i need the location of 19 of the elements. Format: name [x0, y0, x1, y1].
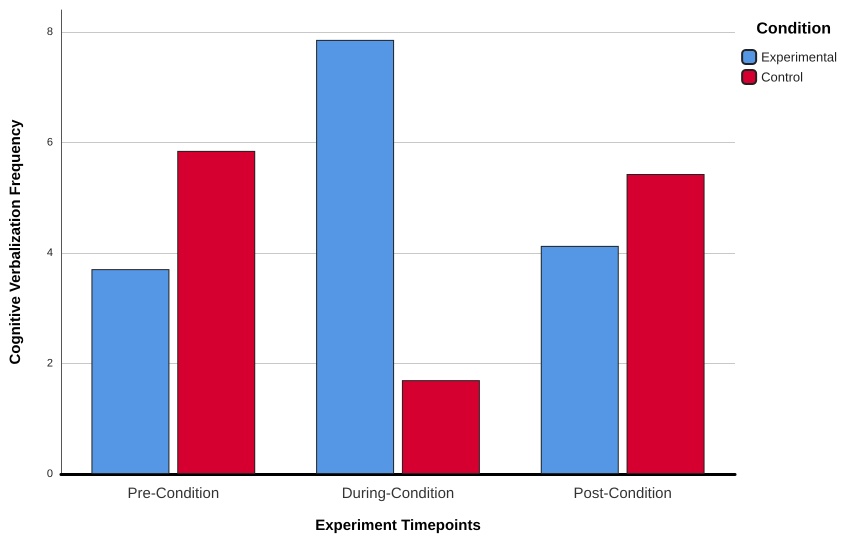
- y-tick-label: 2: [46, 358, 53, 370]
- y-tick-label: 6: [46, 136, 53, 149]
- bar: [177, 150, 256, 474]
- x-tick-label: Pre-Condition: [127, 485, 220, 502]
- bar: [626, 174, 705, 474]
- bar: [540, 246, 619, 474]
- legend-label: Experimental: [761, 50, 838, 64]
- x-tick-label: Post-Condition: [573, 485, 672, 502]
- y-tick-label: 0: [46, 468, 53, 480]
- bar: [316, 40, 394, 474]
- legend-title: Condition: [756, 20, 831, 38]
- legend-label: Control: [761, 70, 804, 84]
- x-tick-label: During-Condition: [342, 485, 454, 502]
- bar: [402, 380, 480, 474]
- y-tick-label: 8: [46, 26, 53, 38]
- bar: [91, 269, 170, 474]
- y-axis-title: Cognitive Verbalization Frequency: [7, 118, 24, 365]
- y-tick-label: 4: [46, 247, 53, 260]
- x-axis-title: Experiment Timepoints: [315, 517, 481, 534]
